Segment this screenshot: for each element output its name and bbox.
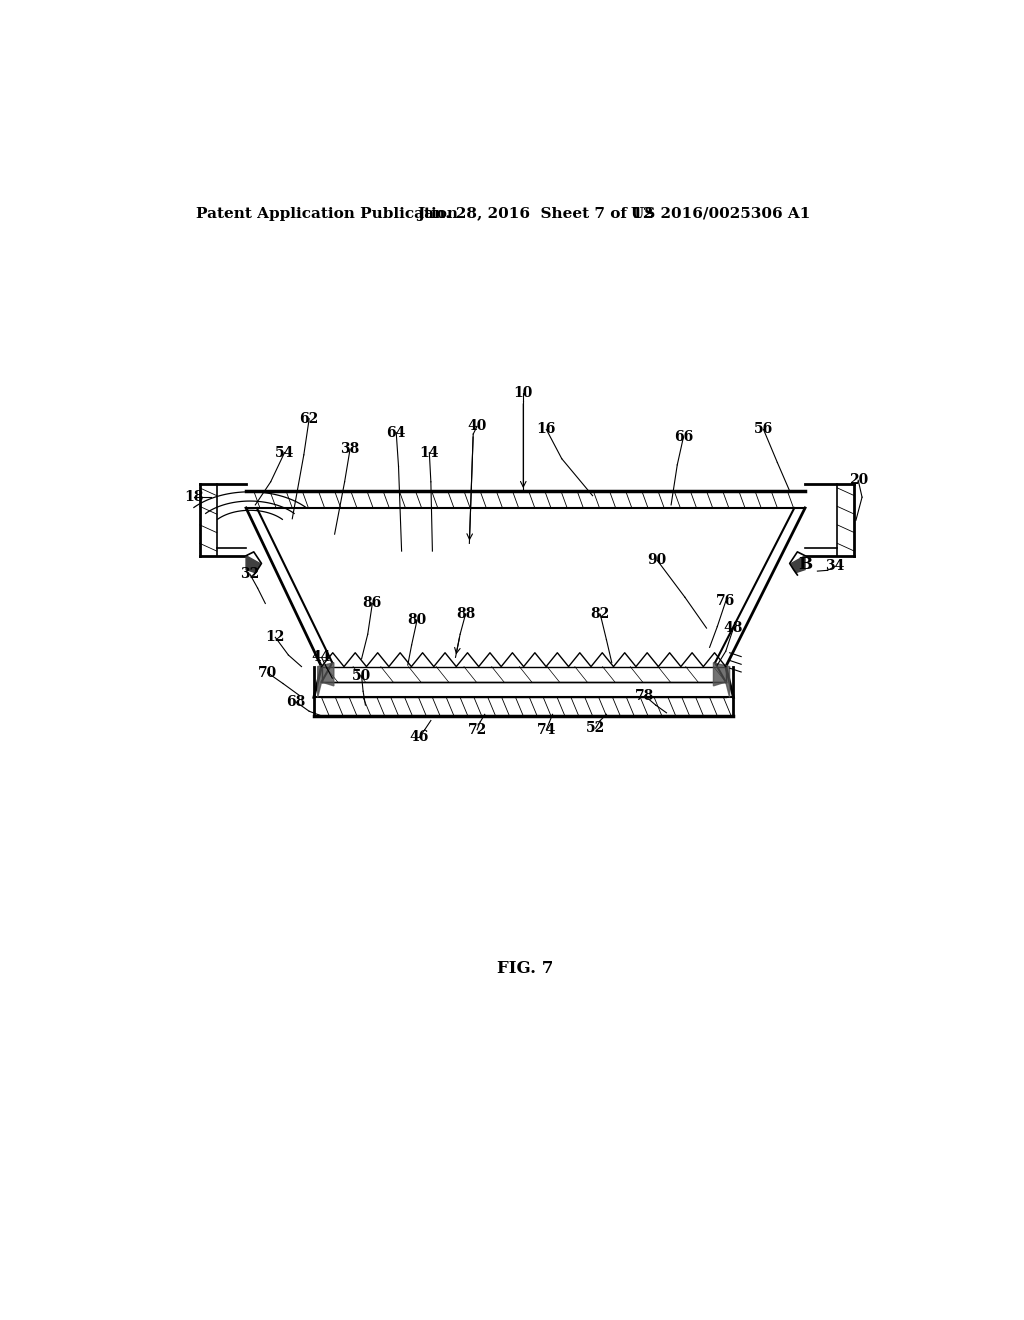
Text: 34: 34 xyxy=(825,560,845,573)
Text: 80: 80 xyxy=(408,614,427,627)
Text: 68: 68 xyxy=(287,696,306,709)
Text: 20: 20 xyxy=(849,474,867,487)
Text: 52: 52 xyxy=(586,721,605,735)
Text: Patent Application Publication: Patent Application Publication xyxy=(196,207,458,220)
Text: 86: 86 xyxy=(362,597,382,610)
Text: 88: 88 xyxy=(456,607,475,622)
Text: 78: 78 xyxy=(635,689,654,702)
Text: FIG. 7: FIG. 7 xyxy=(497,960,553,977)
Text: 76: 76 xyxy=(716,594,735,609)
Text: 40: 40 xyxy=(467,420,486,433)
Text: 38: 38 xyxy=(340,442,359,457)
Text: 82: 82 xyxy=(591,607,610,622)
Text: 62: 62 xyxy=(300,412,318,425)
Text: 72: 72 xyxy=(467,723,486,737)
Text: 16: 16 xyxy=(537,422,556,437)
Text: 32: 32 xyxy=(241,568,259,581)
Polygon shape xyxy=(714,663,730,697)
Text: 18: 18 xyxy=(184,490,204,504)
Text: Jan. 28, 2016  Sheet 7 of 12: Jan. 28, 2016 Sheet 7 of 12 xyxy=(417,207,653,220)
Text: 46: 46 xyxy=(410,730,429,744)
Text: 48: 48 xyxy=(724,622,743,635)
Polygon shape xyxy=(246,556,260,573)
Text: 10: 10 xyxy=(514,387,532,400)
Text: 44: 44 xyxy=(311,651,332,664)
Polygon shape xyxy=(792,556,805,573)
Text: 54: 54 xyxy=(274,446,294,459)
Text: 56: 56 xyxy=(754,422,773,437)
Text: 50: 50 xyxy=(352,669,371,682)
Text: 90: 90 xyxy=(647,553,667,568)
Text: 74: 74 xyxy=(537,723,556,737)
Text: 64: 64 xyxy=(386,425,406,440)
Text: 12: 12 xyxy=(265,631,285,644)
Text: 70: 70 xyxy=(258,665,278,680)
Text: US 2016/0025306 A1: US 2016/0025306 A1 xyxy=(631,207,810,220)
Text: 66: 66 xyxy=(674,430,693,444)
Text: B: B xyxy=(798,556,812,573)
Text: 14: 14 xyxy=(420,446,439,459)
Polygon shape xyxy=(317,663,334,697)
